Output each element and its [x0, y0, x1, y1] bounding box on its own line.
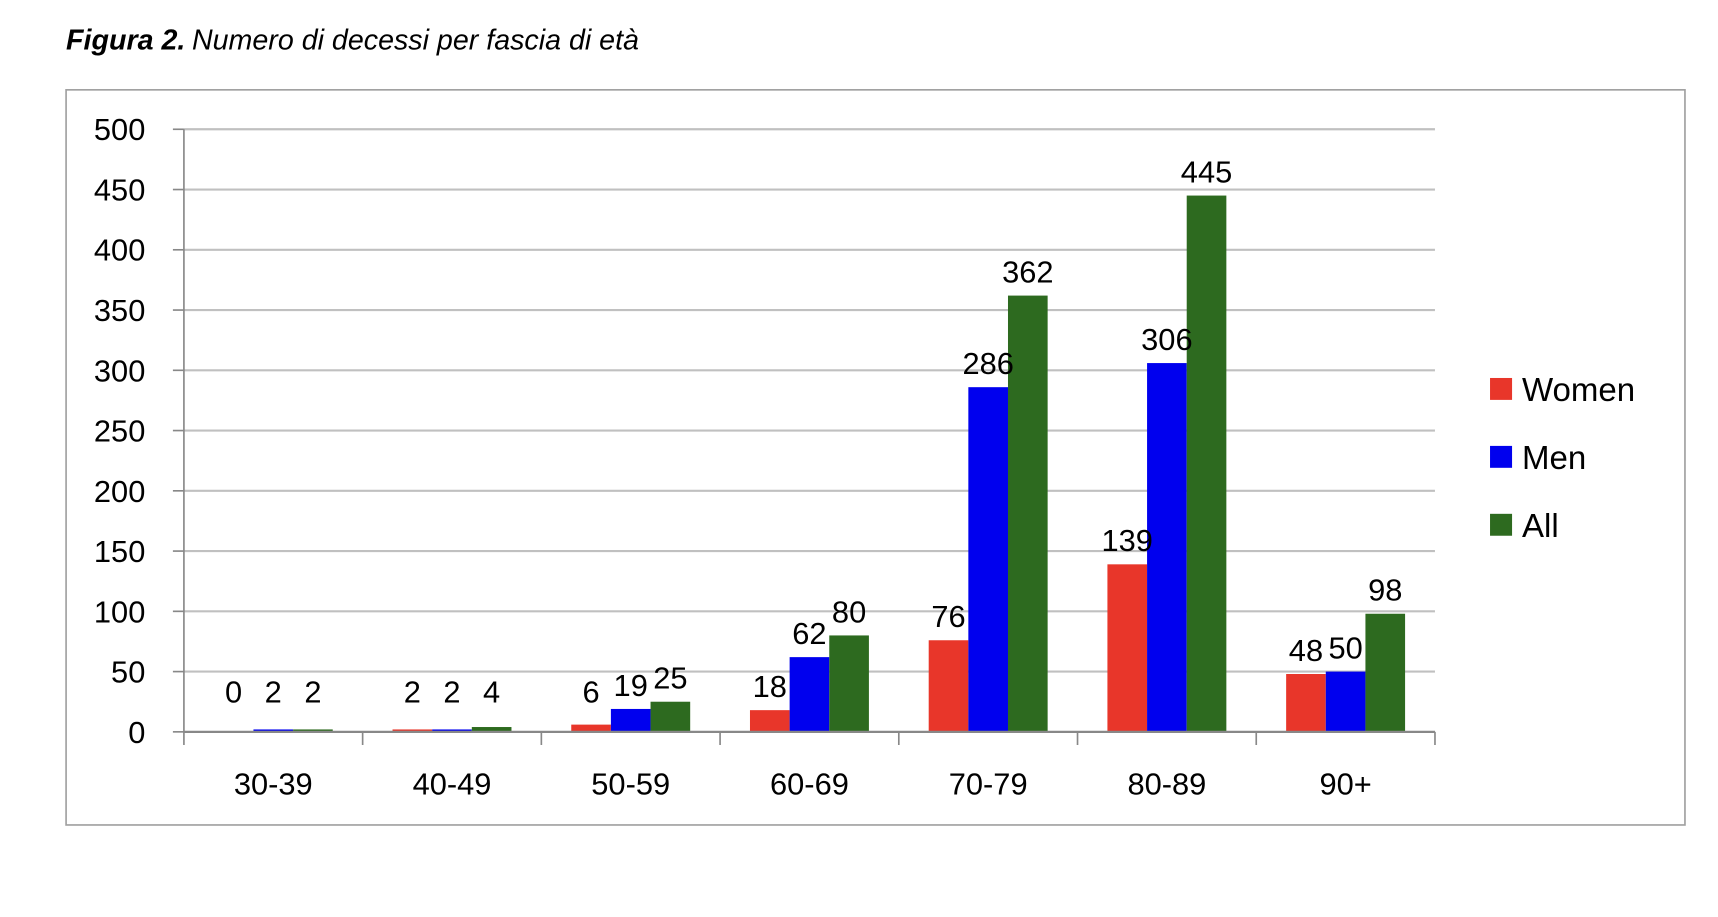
data-label: 25: [653, 661, 687, 696]
bar-men: [789, 657, 830, 732]
data-label: 306: [1141, 322, 1192, 357]
legend-label: Men: [1522, 439, 1586, 476]
y-tick-label: 50: [111, 655, 145, 690]
bar-women: [571, 724, 611, 732]
data-label: 0: [225, 674, 242, 709]
data-label: 2: [304, 674, 321, 709]
bar-men: [432, 729, 472, 732]
data-label: 62: [792, 616, 826, 651]
y-tick-label: 150: [94, 534, 145, 569]
y-tick-label: 500: [94, 112, 145, 147]
x-tick-label: 70-79: [949, 766, 1028, 801]
data-label: 2: [404, 674, 421, 709]
bar-all: [1007, 295, 1048, 732]
y-tick-label: 0: [128, 715, 145, 750]
data-label: 6: [582, 674, 599, 709]
bar-men: [1325, 671, 1366, 732]
bar-all: [829, 635, 869, 732]
x-tick-label: 40-49: [413, 766, 492, 801]
bar-all: [650, 701, 691, 732]
bar-all: [471, 727, 512, 732]
legend-swatch-women: [1490, 377, 1513, 400]
bar-men: [1147, 363, 1187, 732]
bar-all: [1186, 195, 1227, 732]
data-label: 445: [1181, 154, 1232, 189]
data-label: 50: [1328, 631, 1362, 666]
bar-women: [749, 710, 790, 732]
y-tick-label: 100: [94, 594, 145, 629]
data-label: 76: [931, 599, 965, 634]
bar-men: [253, 729, 294, 732]
chart-title: Figura 2. Numero di decessi per fascia di…: [66, 24, 639, 56]
y-tick-label: 200: [94, 474, 145, 509]
data-label: 362: [1002, 255, 1053, 290]
y-tick-label: 250: [94, 414, 145, 449]
x-tick-label: 60-69: [770, 766, 849, 801]
x-tick-label: 30-39: [234, 766, 313, 801]
bar-women: [928, 640, 969, 732]
bar-women: [1107, 564, 1148, 732]
y-tick-label: 450: [94, 173, 145, 208]
y-tick-label: 300: [94, 353, 145, 388]
data-label: 98: [1368, 573, 1402, 608]
bar-men: [968, 387, 1008, 732]
data-label: 18: [753, 669, 787, 704]
bar-women: [392, 729, 433, 732]
data-label: 139: [1102, 523, 1153, 558]
legend-swatch-men: [1490, 445, 1513, 468]
legend-label: All: [1522, 507, 1559, 544]
data-label: 4: [483, 674, 500, 709]
data-label: 80: [832, 594, 866, 629]
bar-women: [1286, 674, 1326, 732]
x-tick-label: 90+: [1319, 766, 1371, 801]
y-tick-label: 350: [94, 293, 145, 328]
data-label: 19: [614, 668, 648, 703]
bar-all: [1365, 613, 1406, 732]
figure-number: Figura 2.: [66, 24, 185, 56]
data-label: 2: [265, 674, 282, 709]
figure-caption: Numero di decessi per fascia di età: [192, 24, 639, 56]
bar-all: [293, 729, 333, 732]
x-tick-label: 50-59: [591, 766, 670, 801]
legend-label: Women: [1522, 371, 1635, 408]
x-tick-label: 80-89: [1127, 766, 1206, 801]
bar-men: [610, 708, 651, 732]
legend-swatch-all: [1490, 513, 1513, 536]
y-tick-label: 400: [94, 233, 145, 268]
data-label: 48: [1289, 633, 1323, 668]
data-label: 2: [443, 674, 460, 709]
data-label: 286: [962, 346, 1013, 381]
chart-frame: [65, 89, 1686, 826]
